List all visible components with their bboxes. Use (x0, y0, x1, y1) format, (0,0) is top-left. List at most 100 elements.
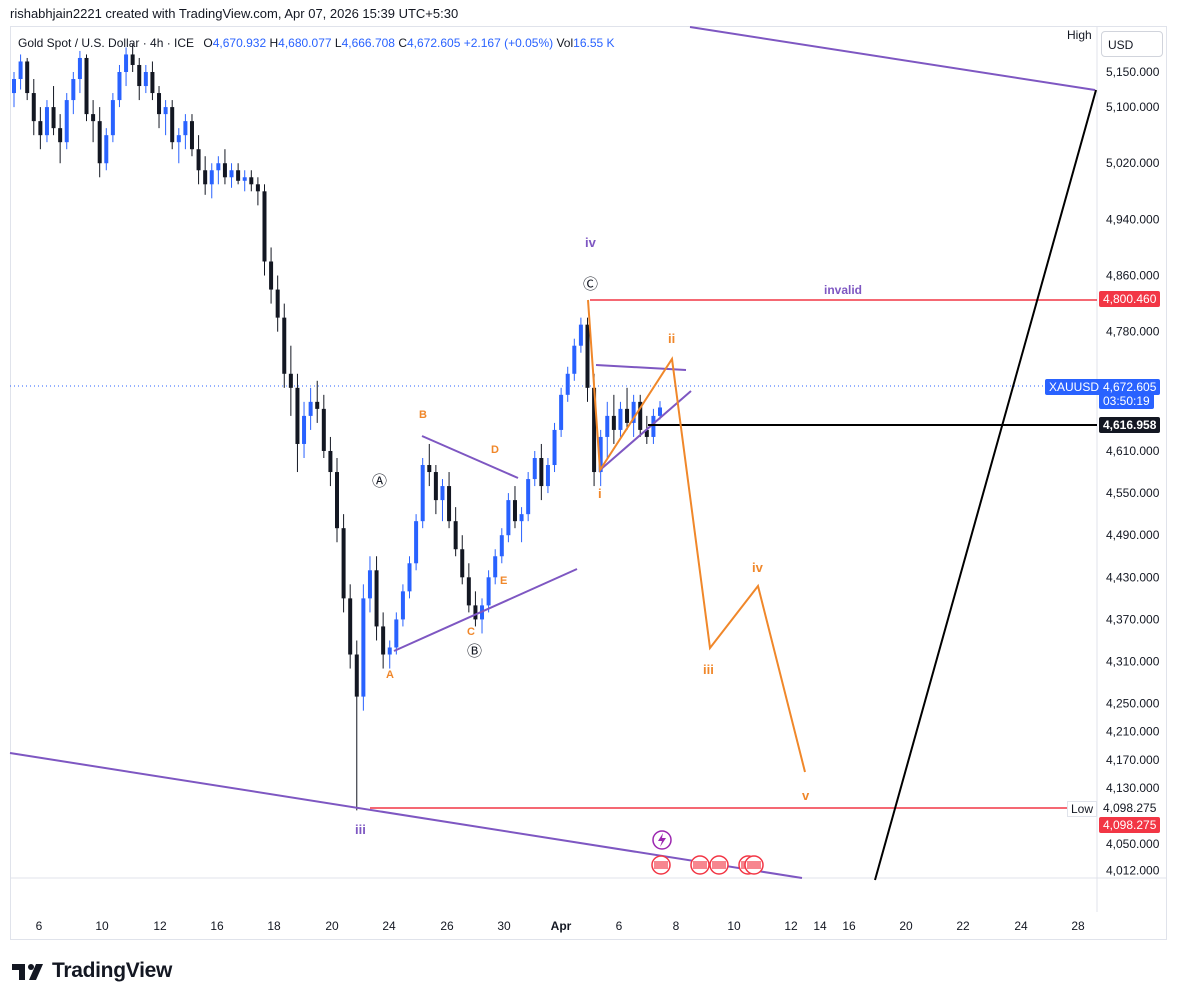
price-tick-label: 5,150.000 (1106, 65, 1160, 79)
candle (493, 549, 498, 585)
wave-label-a: A (386, 669, 394, 681)
candle (44, 100, 49, 143)
candles (12, 43, 662, 811)
candle (137, 57, 142, 101)
symbol-name[interactable]: Gold Spot / U.S. Dollar · 4h · ICE (18, 36, 195, 50)
time-tick-label: 24 (1014, 919, 1028, 933)
high-marker-label: High (1064, 28, 1095, 42)
candle (618, 401, 623, 437)
price-tick-label: 4,550.000 (1106, 486, 1160, 500)
time-axis[interactable]: 6 10 12 16 18 20 24 26 30 Apr 6 8 10 12 14 16 20 22 24 28 (36, 919, 1085, 933)
candle (176, 128, 181, 164)
candle (440, 479, 445, 522)
candle (341, 514, 346, 613)
time-tick-label: 6 (616, 919, 623, 933)
candle (400, 584, 405, 627)
candle (71, 72, 76, 115)
candle (532, 450, 537, 487)
high-value: 4,680.077 (278, 36, 332, 50)
price-tick-label: 4,050.000 (1106, 837, 1160, 851)
candle (545, 458, 550, 494)
price-tick-label: 4,130.000 (1106, 781, 1160, 795)
change-value: +2.167 (+0.05%) (463, 36, 554, 50)
candle (572, 338, 577, 381)
time-tick-label: 26 (440, 919, 454, 933)
candle (374, 556, 379, 641)
candle (25, 57, 30, 101)
chart-frame (10, 26, 1167, 940)
candle (77, 50, 82, 94)
time-tick-label: 16 (842, 919, 856, 933)
time-tick-label: 12 (153, 919, 167, 933)
time-tick-label: 28 (1071, 919, 1085, 933)
candle (255, 177, 260, 206)
time-tick-label: 14 (813, 919, 827, 933)
candle (453, 507, 458, 557)
flash-event-icon[interactable] (652, 830, 672, 850)
time-tick-label: 22 (956, 919, 970, 933)
countdown-tag: 03:50:19 (1099, 393, 1154, 409)
us-economic-event-icon[interactable] (709, 855, 729, 875)
candle (84, 54, 89, 122)
price-tick-label: 4,860.000 (1106, 269, 1160, 283)
invalid-label: invalid (824, 283, 862, 297)
candle (512, 486, 517, 529)
us-economic-event-icon[interactable] (690, 855, 710, 875)
price-axis[interactable]: 5,150.000 5,100.000 5,020.000 4,940.000 4,86… (1106, 65, 1160, 878)
candle (361, 584, 366, 711)
candle (124, 47, 129, 87)
time-tick-label: 6 (36, 919, 43, 933)
us-economic-event-icon[interactable] (744, 855, 764, 875)
time-tick-label: 16 (210, 919, 224, 933)
us-economic-event-icon[interactable] (651, 855, 671, 875)
candle (367, 556, 372, 613)
candle (315, 380, 320, 423)
open-label: O (203, 36, 213, 50)
candle (328, 436, 333, 487)
price-tick-label: 4,430.000 (1106, 570, 1160, 584)
time-tick-label: 10 (95, 919, 109, 933)
candle (466, 563, 471, 613)
wave-label-d: D (491, 444, 499, 456)
candle (559, 387, 564, 437)
small-triangle-bottom (599, 390, 692, 471)
low-marker-label: Low (1067, 801, 1098, 817)
candle (58, 114, 63, 164)
candle (295, 373, 300, 473)
price-tick-label: 4,370.000 (1106, 612, 1160, 626)
candle (354, 640, 359, 811)
time-tick-label: 20 (899, 919, 913, 933)
candle (275, 275, 280, 332)
tradingview-logo[interactable]: TradingView (12, 959, 172, 983)
candle (519, 507, 524, 543)
candle (308, 387, 313, 430)
small-triangle-top (595, 364, 687, 371)
candle (209, 163, 214, 199)
candle (539, 443, 544, 501)
time-tick-label: Apr (551, 919, 572, 933)
candle (638, 394, 643, 437)
candle (480, 598, 485, 634)
candle (18, 54, 23, 90)
candle (526, 472, 531, 522)
currency-button[interactable]: USD (1101, 31, 1163, 57)
high-label-legend: H (269, 36, 279, 50)
price-tick-label: 5,100.000 (1106, 100, 1160, 114)
candle (51, 86, 56, 136)
candle (150, 61, 155, 101)
time-tick-label: 30 (497, 919, 511, 933)
symbol-price-tag[interactable]: XAUUSD (1045, 379, 1104, 395)
candle (499, 528, 504, 564)
price-tick-label: 4,310.000 (1106, 655, 1160, 669)
wave-label-b-circled: Ⓑ (467, 643, 482, 660)
price-tick-label: 4,250.000 (1106, 697, 1160, 711)
candle (302, 401, 307, 458)
symbol-legend: Gold Spot / U.S. Dollar · 4h · ICE O 4,67… (18, 36, 615, 50)
close-value: 4,672.605 (406, 36, 461, 50)
low-value-legend: 4,666.708 (341, 36, 395, 50)
long-trend-line (874, 89, 1097, 881)
support-price-tag: 4,616.958 (1099, 417, 1161, 433)
time-tick-label: 24 (382, 919, 396, 933)
candle (229, 163, 234, 188)
